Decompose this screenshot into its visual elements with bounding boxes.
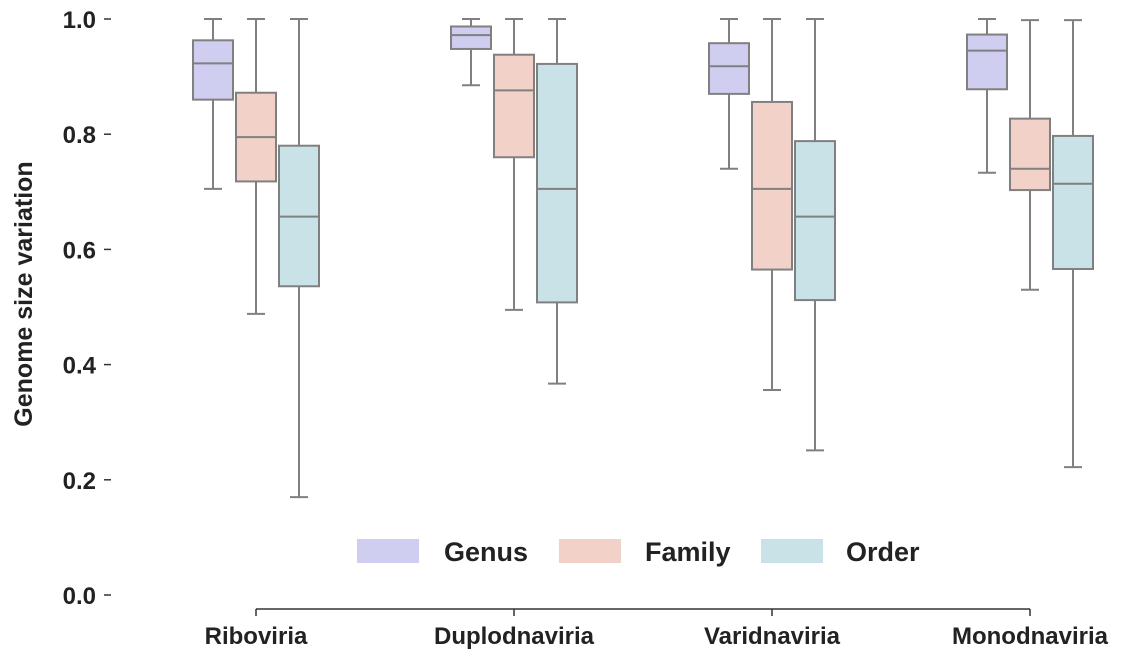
box-series-group bbox=[192, 18, 1094, 499]
box-genus-monodnaviria bbox=[966, 18, 1008, 174]
iqr-box bbox=[966, 33, 1008, 91]
x-tick-label: Varidnaviria bbox=[704, 623, 841, 650]
legend-item-genus: Genus bbox=[357, 537, 528, 567]
legend-swatch bbox=[761, 539, 823, 563]
legend-swatch bbox=[559, 539, 621, 563]
box-family-monodnaviria bbox=[1009, 19, 1051, 291]
iqr-box bbox=[1009, 117, 1051, 192]
y-tick-label: 0.8 bbox=[63, 122, 96, 149]
box-order-monodnaviria bbox=[1052, 19, 1094, 469]
y-axis-label: Genome size variation bbox=[10, 161, 38, 426]
iqr-box bbox=[536, 62, 578, 304]
legend-item-family: Family bbox=[559, 537, 731, 567]
box-order-duplodnaviria bbox=[536, 18, 578, 385]
box-genus-varidnaviria bbox=[708, 18, 750, 170]
box-family-duplodnaviria bbox=[493, 18, 535, 311]
iqr-box bbox=[794, 140, 836, 302]
legend-item-order: Order bbox=[761, 537, 920, 567]
x-tick-label: Monodnaviria bbox=[952, 623, 1109, 650]
box-family-riboviria bbox=[235, 18, 277, 315]
y-tick-label: 0.6 bbox=[63, 237, 96, 264]
iqr-box bbox=[1052, 134, 1094, 270]
box-order-varidnaviria bbox=[794, 18, 836, 452]
y-tick-label: 0.2 bbox=[63, 468, 96, 495]
x-tick-label: Duplodnaviria bbox=[434, 623, 595, 650]
iqr-box bbox=[708, 42, 750, 95]
legend-label: Family bbox=[645, 537, 731, 567]
legend-swatch bbox=[357, 539, 419, 563]
box-order-riboviria bbox=[278, 18, 320, 499]
y-tick-label: 0.4 bbox=[63, 353, 97, 380]
legend: Genus Family Order bbox=[357, 537, 920, 567]
y-axis: 0.0 0.2 0.4 0.6 0.8 1.0 bbox=[63, 7, 111, 610]
iqr-box bbox=[751, 100, 793, 271]
box-family-varidnaviria bbox=[751, 18, 793, 391]
iqr-box bbox=[192, 39, 234, 101]
x-tick-label: Riboviria bbox=[205, 623, 308, 650]
legend-label: Genus bbox=[444, 537, 528, 567]
y-tick-label: 1.0 bbox=[63, 7, 96, 34]
legend-label: Order bbox=[846, 537, 920, 567]
x-axis: Riboviria Duplodnaviria Varidnaviria Monodn… bbox=[205, 608, 1109, 650]
y-tick-label: 0.0 bbox=[63, 583, 96, 610]
iqr-box bbox=[450, 25, 492, 50]
iqr-box bbox=[493, 53, 535, 159]
box-genus-riboviria bbox=[192, 18, 234, 190]
box-genus-duplodnaviria bbox=[450, 18, 492, 87]
